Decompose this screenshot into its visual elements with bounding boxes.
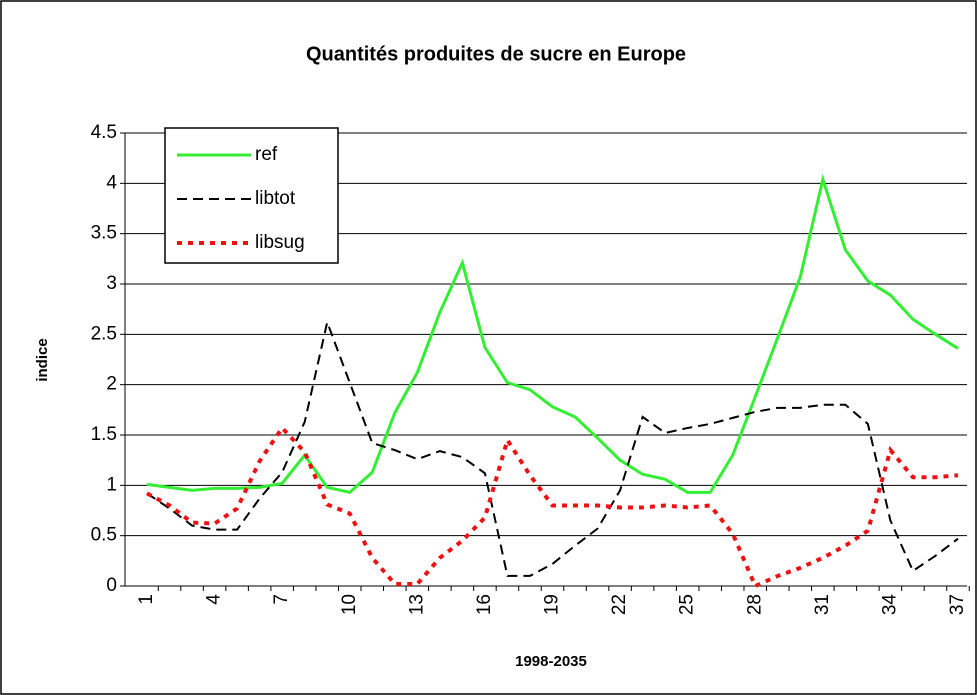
y-tick-label: 0.5	[91, 525, 117, 546]
y-tick-label: 1	[106, 474, 117, 495]
x-tick-label: 10	[339, 594, 360, 615]
x-tick-label: 1	[136, 594, 157, 605]
legend-label: ref	[255, 144, 278, 165]
x-tick-label: 4	[204, 594, 225, 605]
x-axis-label: 1998-2035	[515, 653, 587, 670]
y-axis-label: indice	[34, 338, 51, 381]
y-tick-label: 1.5	[91, 424, 117, 445]
legend-label: libtot	[255, 188, 296, 209]
y-tick-label: 4.5	[91, 122, 117, 143]
x-tick-label: 28	[744, 594, 765, 615]
x-tick-label: 13	[406, 594, 427, 615]
x-tick-label: 34	[879, 594, 900, 616]
y-tick-label: 0	[106, 575, 117, 596]
series-line	[146, 424, 959, 589]
x-tick-label: 19	[542, 594, 563, 615]
legend-box	[164, 127, 339, 264]
x-tick-label: 22	[609, 594, 630, 615]
y-tick-label: 2.5	[91, 323, 117, 344]
series-line	[146, 173, 959, 495]
chart-title: Quantités produites de sucre en Europe	[306, 43, 686, 65]
y-tick-label: 3.5	[91, 223, 117, 244]
x-tick-label: 16	[474, 594, 495, 615]
series-line	[146, 318, 959, 577]
x-tick-label: 31	[812, 594, 833, 615]
y-tick-label: 2	[106, 374, 117, 395]
y-tick-label: 4	[106, 172, 117, 193]
x-tick-label: 7	[271, 594, 292, 605]
legend-label: libsug	[255, 232, 305, 253]
y-tick-label: 3	[106, 273, 117, 294]
x-tick-label: 25	[677, 594, 698, 615]
x-tick-label: 37	[947, 594, 968, 615]
